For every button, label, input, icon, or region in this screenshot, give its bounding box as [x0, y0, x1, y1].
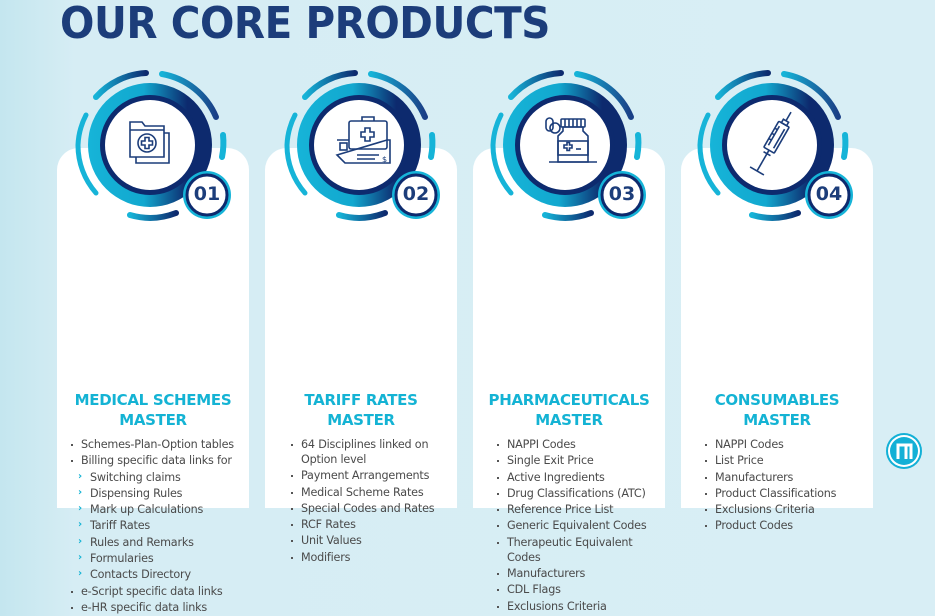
product-emblem-04: 04	[672, 45, 872, 245]
heading-line-2: MASTER	[535, 411, 603, 429]
syringe-icon	[749, 111, 792, 176]
list-item: Therapeutic Equivalent Codes	[496, 535, 658, 565]
brand-logo-icon	[896, 443, 913, 459]
medicine-bottle-pills-icon	[545, 117, 597, 163]
page-title: OUR CORE PRODUCTS	[60, 0, 550, 49]
product-feature-list: Schemes-Plan-Option tables Billing speci…	[70, 437, 248, 616]
list-subitem: Contacts Directory	[70, 566, 248, 582]
list-item: Exclusions Criteria	[704, 502, 869, 517]
product-feature-list: NAPPI Codes List Price Manufacturers Pro…	[704, 437, 869, 535]
heading-line-2: MASTER	[119, 411, 187, 429]
heading-line-2: MASTER	[327, 411, 395, 429]
product-heading: MEDICAL SCHEMES MASTER	[57, 390, 249, 430]
list-item: Modifiers	[290, 550, 440, 565]
list-item: List Price	[704, 453, 869, 468]
product-number-badge: 02	[402, 183, 430, 205]
list-item: e-HR specific data links	[70, 600, 248, 615]
list-item: CDL Flags	[496, 582, 658, 597]
list-item: Reference Price List	[496, 502, 658, 517]
heading-line-1: TARIFF RATES	[304, 391, 418, 409]
heading-line-1: CONSUMABLES	[714, 391, 840, 409]
list-item: e-Script specific data links	[70, 584, 248, 599]
list-item: Single Exit Price	[496, 453, 658, 468]
product-number-badge: 01	[193, 183, 221, 205]
heading-line-2: MASTER	[743, 411, 811, 429]
product-emblem-01: 01	[50, 45, 250, 245]
product-number-badge: 04	[815, 183, 843, 205]
list-item: Billing specific data links for	[70, 453, 248, 468]
list-subitem: Dispensing Rules	[70, 485, 248, 501]
heading-line-1: MEDICAL SCHEMES	[74, 391, 232, 409]
product-emblem-03: 03	[465, 45, 665, 245]
list-item: Drug Classifications (ATC)	[496, 486, 658, 501]
list-item: Generic Equivalent Codes	[496, 518, 658, 533]
list-item: Product Codes	[704, 518, 869, 533]
svg-text:$: $	[382, 155, 387, 164]
product-heading: PHARMACEUTICALS MASTER	[473, 390, 665, 430]
list-item: NAPPI Codes	[704, 437, 869, 452]
list-subitem: Formularies	[70, 550, 248, 566]
heading-line-1: PHARMACEUTICALS	[488, 391, 650, 409]
product-heading: TARIFF RATES MASTER	[265, 390, 457, 430]
list-subitem: Rules and Remarks	[70, 534, 248, 550]
list-item: Medical Scheme Rates	[290, 485, 440, 500]
list-item: Manufacturers	[496, 566, 658, 581]
list-item: Schemes-Plan-Option tables	[70, 437, 248, 452]
product-heading: CONSUMABLES MASTER	[681, 390, 873, 430]
product-feature-list: 64 Disciplines linked on Option level Pa…	[290, 437, 440, 566]
product-number-badge: 03	[608, 183, 636, 205]
list-item: 64 Disciplines linked on Option level	[290, 437, 440, 467]
product-emblem-02: $ 02	[259, 45, 459, 245]
list-subitem: Switching claims	[70, 469, 248, 485]
list-subitem: Tariff Rates	[70, 517, 248, 533]
list-subitem: Mark up Calculations	[70, 501, 248, 517]
list-item: Product Classifications	[704, 486, 869, 501]
list-item: Payment Arrangements	[290, 468, 440, 483]
list-item: Active Ingredients	[496, 470, 658, 485]
list-item: Manufacturers	[704, 470, 869, 485]
list-item: Exclusions Criteria	[496, 599, 658, 614]
list-item: RCF Rates	[290, 517, 440, 532]
list-item: NAPPI Codes	[496, 437, 658, 452]
medical-bag-bill-icon	[335, 116, 391, 164]
product-feature-list: NAPPI Codes Single Exit Price Active Ing…	[496, 437, 658, 615]
list-item: Special Codes and Rates	[290, 501, 440, 516]
medical-folder-icon	[129, 121, 170, 164]
brand-logo	[886, 433, 922, 469]
list-item: Unit Values	[290, 533, 440, 548]
